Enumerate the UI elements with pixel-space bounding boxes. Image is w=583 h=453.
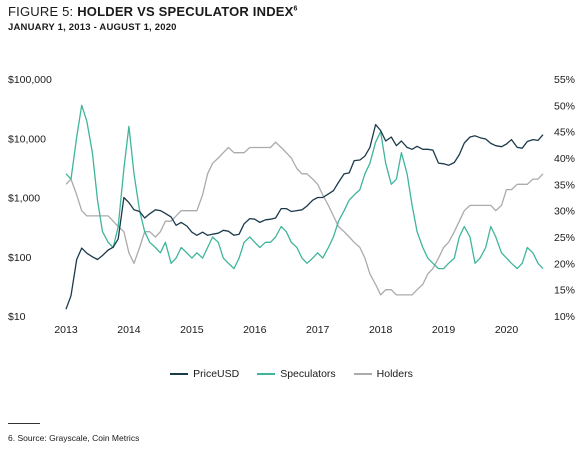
y-right-tick-label: 25% xyxy=(554,232,575,244)
chart-legend: PriceUSD Speculators Holders xyxy=(0,368,583,380)
series-line-priceusd xyxy=(65,123,544,310)
series-layer xyxy=(65,104,544,310)
figure-title: FIGURE 5: HOLDER VS SPECULATOR INDEX6 xyxy=(8,4,298,19)
series-line-holders xyxy=(65,141,544,296)
y-right-tick-label: 20% xyxy=(554,258,575,270)
x-tick-label: 2018 xyxy=(369,324,393,336)
title-footnote-marker: 6 xyxy=(293,5,298,13)
y-right-tick-label: 35% xyxy=(554,179,575,191)
x-tick-label: 2017 xyxy=(306,324,330,336)
legend-label: Speculators xyxy=(280,368,336,380)
y-right-tick-label: 40% xyxy=(554,153,575,165)
y-right-tick-label: 30% xyxy=(554,206,575,218)
y-right-tick-label: 55% xyxy=(554,74,575,86)
figure-label: FIGURE 5: xyxy=(8,4,78,19)
x-tick-label: 2013 xyxy=(54,324,78,336)
legend-swatch xyxy=(170,373,189,375)
legend-swatch xyxy=(353,373,372,375)
y-left-tick-label: $100,000 xyxy=(8,74,52,86)
chart-subtitle: JANUARY 1, 2013 - AUGUST 1, 2020 xyxy=(8,22,177,33)
series-line-speculators xyxy=(65,104,544,270)
legend-item-priceusd: PriceUSD xyxy=(170,368,239,380)
y-right-tick-label: 45% xyxy=(554,127,575,139)
x-tick-label: 2019 xyxy=(432,324,456,336)
y-right-tick-label: 15% xyxy=(554,285,575,297)
y-right-tick-label: 10% xyxy=(554,311,575,323)
legend-item-holders: Holders xyxy=(353,368,413,380)
y-left-tick-label: $10 xyxy=(8,311,26,323)
y-left-tick-label: $1,000 xyxy=(8,193,40,205)
x-tick-label: 2020 xyxy=(495,324,519,336)
tick-layer: $10 $100 $1,000 $10,000 $100,000 10% 15% 20% 25%… xyxy=(8,74,575,336)
chart-title: HOLDER VS SPECULATOR INDEX xyxy=(77,4,294,19)
legend-item-speculators: Speculators xyxy=(257,368,336,380)
chart-plot: $10 $100 $1,000 $10,000 $100,000 10% 15% 20% 25%… xyxy=(8,74,575,336)
x-tick-label: 2016 xyxy=(243,324,267,336)
y-right-tick-label: 50% xyxy=(554,100,575,112)
legend-label: Holders xyxy=(376,368,413,380)
x-tick-label: 2015 xyxy=(180,324,204,336)
footnote-divider xyxy=(8,423,40,424)
footnote-source: 6. Source: Grayscale, Coin Metrics xyxy=(8,433,140,443)
y-left-tick-label: $100 xyxy=(8,252,32,264)
x-tick-label: 2014 xyxy=(117,324,141,336)
legend-swatch xyxy=(257,373,276,375)
y-left-tick-label: $10,000 xyxy=(8,133,46,145)
legend-label: PriceUSD xyxy=(193,368,240,380)
